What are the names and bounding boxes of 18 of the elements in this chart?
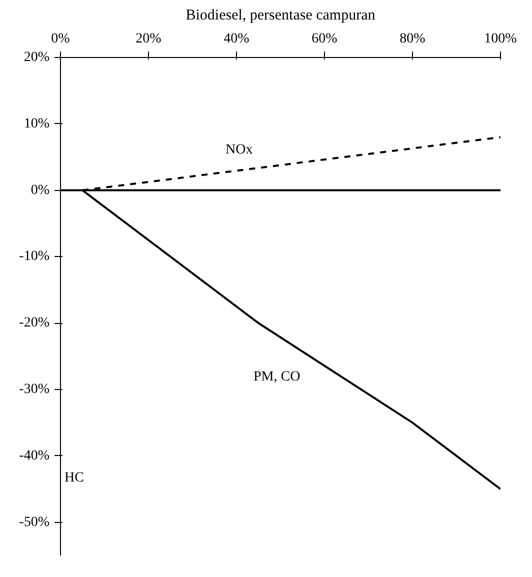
- x-tick-label: 60%: [312, 32, 338, 46]
- x-tick-label: 0%: [51, 32, 70, 46]
- y-tick-label: -30%: [19, 382, 50, 397]
- x-tick-label: 100%: [484, 32, 518, 46]
- series-label: PM, CO: [254, 369, 300, 384]
- x-tick-label: 20%: [136, 32, 162, 46]
- y-tick-label: -20%: [19, 316, 50, 331]
- chart-title: Biodiesel, persentase campuran: [186, 8, 376, 24]
- y-tick-label: 20%: [24, 50, 50, 65]
- x-tick-label: 80%: [400, 32, 426, 46]
- y-tick-label: 0%: [30, 182, 50, 198]
- annotation: HC: [64, 470, 84, 486]
- series-label: NOx: [226, 142, 253, 158]
- y-tick-label: -50%: [19, 514, 50, 530]
- y-tick-label: -10%: [19, 249, 50, 264]
- x-tick-label: 40%: [224, 32, 250, 46]
- y-tick-label: -40%: [19, 448, 50, 464]
- y-tick-label: 10%: [24, 116, 50, 132]
